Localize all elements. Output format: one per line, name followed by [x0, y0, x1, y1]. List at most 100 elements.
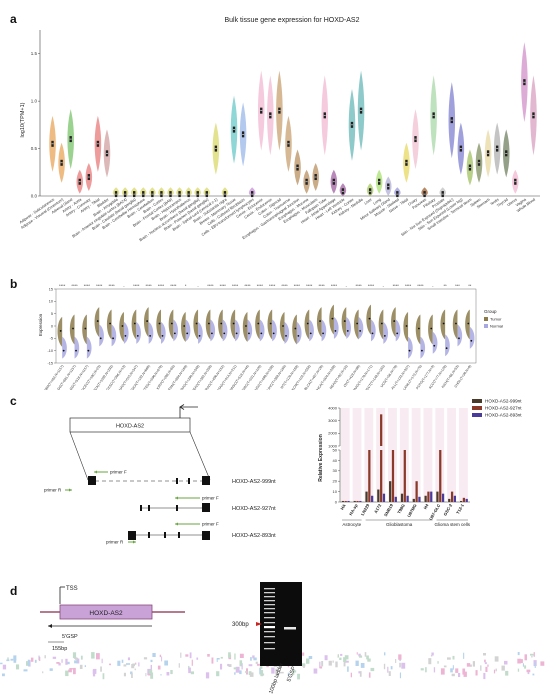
panel-c-label: c — [10, 394, 17, 408]
bar — [465, 498, 468, 502]
tumor-violin — [403, 312, 409, 342]
noise-mark — [253, 657, 257, 661]
noise-mark — [390, 666, 393, 670]
noise-mark — [6, 659, 10, 662]
noise-mark — [260, 670, 264, 677]
tumor-median — [232, 322, 235, 325]
noise-mark — [148, 673, 151, 676]
bar — [359, 500, 362, 502]
cell-line-label: T12-1 — [455, 502, 465, 515]
bar — [389, 481, 392, 502]
noise-mark — [250, 657, 252, 661]
noise-mark — [534, 662, 536, 668]
noise-mark — [38, 656, 41, 661]
tumor-violin — [452, 309, 458, 340]
cell-line-label: U87MG — [406, 503, 418, 518]
noise-mark — [227, 663, 229, 667]
noise-mark — [359, 655, 363, 658]
noise-mark — [248, 664, 253, 667]
noise-mark — [42, 671, 44, 674]
cell-line-label: GSC-2 — [442, 502, 453, 516]
isoform-893nt: primer F HOXD-AS2-893nt primer R — [106, 522, 276, 545]
noise-mark — [100, 666, 102, 672]
panel-d-figure: TSS HOXD-AS2 5'GSP 155bp 300bp 100bp lad… — [0, 582, 545, 695]
bar — [382, 493, 386, 502]
tumor-median — [343, 320, 346, 322]
noise-mark — [207, 654, 210, 657]
tumor-median — [72, 327, 74, 330]
noise-mark — [180, 652, 182, 658]
lane-label: 5'GSP — [286, 666, 297, 683]
noise-mark — [252, 655, 255, 659]
primer-f-label: primer F — [110, 470, 127, 475]
tumor-median — [146, 320, 149, 322]
primer-r-arrow-icon — [69, 488, 72, 492]
noise-mark — [160, 674, 162, 676]
noise-mark — [84, 665, 86, 667]
noise-mark — [458, 673, 461, 677]
tumor-median — [405, 325, 408, 327]
noise-mark — [324, 655, 328, 661]
normal-violin — [247, 319, 253, 342]
ladder-band — [264, 648, 275, 650]
panel-d-label: d — [10, 584, 18, 598]
tumor-median — [467, 322, 470, 325]
noise-mark — [370, 667, 375, 672]
tumor-median — [121, 325, 124, 327]
noise-mark — [308, 656, 313, 659]
noise-mark — [23, 669, 28, 672]
tumor-median — [455, 322, 457, 325]
tumor-median — [269, 322, 272, 325]
tumor-median — [356, 322, 359, 325]
normal-violin — [74, 336, 80, 359]
y-tick-label: 3000 — [328, 418, 338, 423]
noise-mark — [131, 672, 133, 678]
significance-label: **** — [220, 283, 227, 288]
legend-label: Normal — [490, 324, 503, 329]
normal-violin — [408, 336, 413, 359]
y-tick-label: 0 — [51, 324, 53, 328]
noise-mark — [7, 657, 9, 661]
noise-mark — [96, 653, 100, 660]
panel-b-axes: 15 10 5 0 -5 -10 -15 — [48, 287, 477, 365]
bar — [415, 481, 418, 502]
tumor-violin — [181, 312, 186, 342]
panel-c: c HOXD-AS2 HOXD-AS2-999nt primer F — [0, 390, 550, 570]
noise-mark — [76, 658, 80, 664]
panel-d: d TSS HOXD-AS2 5'GSP 155bp 300bp 100bp l… — [0, 570, 550, 696]
legend-swatch — [484, 324, 488, 328]
noise-mark — [484, 662, 487, 665]
significance-label: ** — [468, 283, 472, 288]
noise-mark — [428, 658, 432, 665]
tumor-violin — [255, 309, 260, 340]
noise-mark — [93, 668, 97, 674]
normal-violin — [432, 331, 438, 354]
tumor-violin — [69, 314, 75, 345]
noise-mark — [216, 658, 218, 662]
noise-mark — [335, 661, 338, 668]
noise-mark — [109, 663, 111, 666]
bar — [344, 500, 347, 502]
tumor-median — [158, 322, 161, 325]
significance-label: - — [346, 283, 348, 288]
sample-background — [411, 408, 421, 502]
noise-mark — [485, 666, 488, 672]
noise-mark — [425, 667, 427, 673]
noise-mark — [517, 658, 521, 664]
tumor-violin — [353, 309, 359, 340]
noise-mark — [2, 673, 5, 677]
tissue-label: Pituitary — [423, 197, 437, 208]
bar — [462, 497, 466, 502]
noise-mark — [235, 666, 240, 673]
noise-mark — [13, 655, 17, 661]
normal-violin — [371, 319, 376, 342]
significance-label: - — [432, 283, 434, 288]
tissue-label: Bladder — [97, 197, 111, 208]
normal-violin — [198, 321, 203, 344]
noise-mark — [56, 662, 60, 664]
ladder-band — [264, 642, 275, 644]
length-label: 155bp — [52, 646, 67, 652]
sample-background — [340, 408, 350, 502]
noise-mark — [188, 667, 191, 674]
significance-label: **** — [405, 283, 412, 288]
